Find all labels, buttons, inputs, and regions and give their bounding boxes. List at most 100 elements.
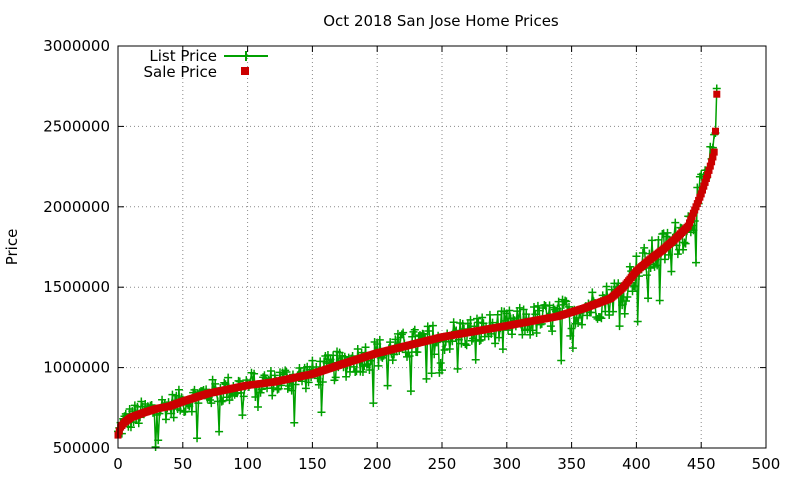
list-price-point — [526, 330, 535, 339]
list-price-point — [577, 320, 586, 329]
list-price-point — [522, 310, 531, 319]
list-price-point — [161, 415, 170, 424]
list-price-point — [485, 310, 494, 319]
list-price-point — [308, 356, 317, 365]
list-price-point — [453, 364, 462, 373]
list-price-point — [304, 378, 313, 387]
list-price-point — [515, 303, 524, 312]
x-tick-label: 350 — [557, 455, 586, 473]
x-tick-label: 150 — [298, 455, 327, 473]
list-price-point — [642, 271, 651, 280]
list-price-point — [169, 413, 178, 422]
list-price-point — [664, 250, 673, 259]
list-price-point — [469, 334, 478, 343]
list-price-point — [353, 344, 362, 353]
y-tick-label: 2500000 — [43, 117, 110, 135]
x-tick-label: 500 — [752, 455, 781, 473]
legend-label-sale-price: Sale Price — [144, 63, 217, 81]
list-price-point — [419, 330, 428, 339]
list-price-point — [618, 301, 627, 310]
list-price-point — [566, 331, 575, 340]
list-price-point — [410, 325, 419, 334]
list-price-point — [273, 385, 282, 394]
list-price-point — [388, 356, 397, 365]
legend: List Price Sale Price — [144, 47, 268, 81]
list-price-point — [493, 310, 502, 319]
list-price-point — [567, 324, 576, 333]
list-price-point — [602, 282, 611, 291]
sale-price-point — [712, 127, 719, 135]
list-price-point — [530, 303, 539, 312]
list-price-point — [399, 328, 408, 337]
x-tick-label: 0 — [113, 455, 123, 473]
list-price-point — [185, 402, 194, 411]
list-price-point — [215, 427, 224, 436]
list-price-point — [190, 385, 199, 394]
list-price-point — [158, 395, 167, 404]
list-price-point — [430, 350, 439, 359]
list-price-point — [472, 314, 481, 323]
list-price-point — [253, 402, 262, 411]
list-price-point — [609, 307, 618, 316]
chart-title: Oct 2018 San Jose Home Prices — [323, 12, 559, 30]
list-price-point — [176, 406, 185, 415]
list-price-point — [238, 411, 247, 420]
list-price-point — [533, 301, 542, 310]
list-price-point — [471, 355, 480, 364]
list-price-point — [462, 341, 471, 350]
list-price-point — [507, 330, 516, 339]
x-tick-label: 450 — [687, 455, 716, 473]
list-price-point — [518, 330, 527, 339]
list-price-point — [397, 330, 406, 339]
sale-price-point — [709, 153, 717, 161]
list-price-point — [256, 388, 265, 397]
list-price-point — [427, 369, 436, 378]
list-price-point — [440, 345, 449, 354]
legend-marker-sale-price — [241, 67, 249, 75]
list-price-point — [208, 375, 217, 384]
list-price-point — [375, 335, 384, 344]
list-price-point — [250, 369, 259, 378]
list-price-point — [404, 348, 413, 357]
list-price-point — [622, 297, 631, 306]
list-price-point — [597, 314, 606, 323]
list-price-point — [406, 387, 415, 396]
sale-price-point — [700, 182, 708, 190]
list-price-point — [365, 365, 374, 374]
sale-price-point — [713, 90, 721, 98]
list-price-point — [126, 423, 135, 432]
x-tick-label: 300 — [492, 455, 521, 473]
list-price-point — [655, 296, 664, 305]
y-tick-label: 500000 — [53, 439, 110, 457]
list-price-point — [505, 306, 514, 315]
list-price-point — [220, 378, 229, 387]
list-price-point — [498, 345, 507, 354]
list-price-point — [478, 313, 487, 322]
list-price-point — [653, 261, 662, 270]
list-price-point — [134, 419, 143, 428]
legend-marker-list-price — [241, 51, 251, 61]
list-price-point — [266, 366, 275, 375]
list-price-point — [281, 366, 290, 375]
list-price-point — [491, 339, 500, 348]
list-price-point — [628, 287, 637, 296]
sale-price-point — [710, 148, 718, 156]
list-price-point — [532, 328, 541, 337]
list-price-point — [568, 344, 577, 353]
list-price-point — [428, 321, 437, 330]
list-price-point — [287, 386, 296, 395]
x-tick-label: 50 — [173, 455, 192, 473]
list-price-point — [211, 379, 220, 388]
sale-price-point — [706, 162, 714, 170]
list-price-point — [680, 238, 689, 247]
list-price-point — [358, 367, 367, 376]
sale-price-point — [697, 190, 705, 198]
list-price-point — [369, 399, 378, 408]
list-price-point — [405, 352, 414, 361]
list-price-point — [474, 318, 483, 327]
list-price-point — [374, 361, 383, 370]
list-price-point — [362, 360, 371, 369]
list-price-point — [692, 258, 701, 267]
list-price-point — [615, 322, 624, 331]
list-price-point — [631, 282, 640, 291]
